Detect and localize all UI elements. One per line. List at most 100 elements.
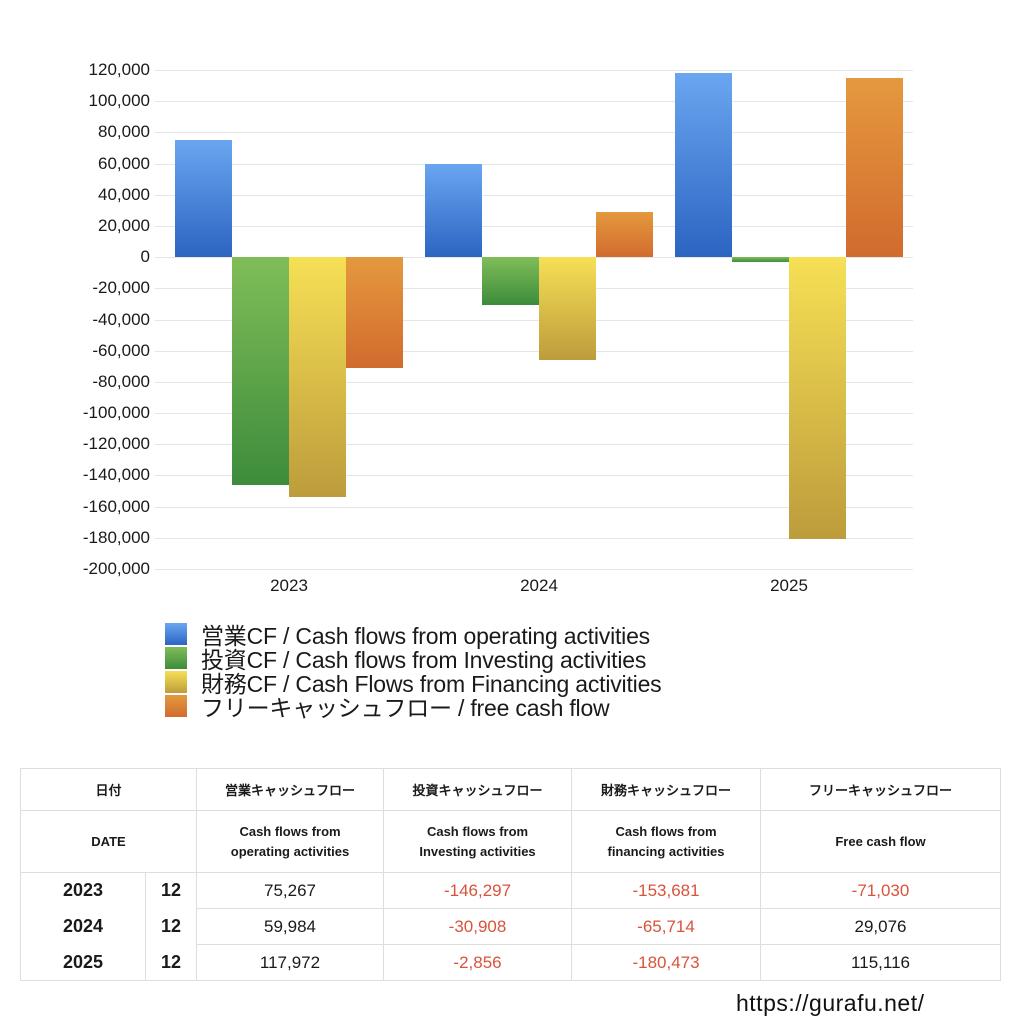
legend-item-operating: 営業CF / Cash flows from operating activit… [165, 622, 661, 649]
x-tick-label: 2024 [520, 576, 558, 595]
y-tick-label: -160,000 [82, 496, 150, 516]
y-tick-label: -200,000 [82, 559, 150, 578]
operating-cell: 59,984 [196, 908, 385, 945]
gridline [155, 132, 913, 133]
y-tick-label: -100,000 [82, 403, 150, 423]
header-financing-jp: 財務キャッシュフロー [571, 768, 762, 811]
gridline [155, 507, 913, 508]
gridline [155, 195, 913, 196]
header-operating-en: Cash flows from operating activities [196, 810, 385, 873]
gridline [155, 413, 913, 414]
bar-investing-2025 [732, 257, 789, 262]
legend-item-investing: 投資CF / Cash flows from Investing activit… [165, 646, 661, 673]
gridline [155, 101, 913, 102]
y-tick-label: 20,000 [98, 215, 150, 235]
y-tick-label: 0 [140, 247, 150, 267]
legend-label: 財務CF / Cash Flows from Financing activit… [201, 671, 662, 697]
operating-cell: 75,267 [196, 872, 385, 909]
legend-label: 投資CF / Cash flows from Investing activit… [201, 647, 647, 673]
free-cell: -71,030 [760, 872, 1002, 909]
table-row: 2025 12 117,972 -2,856 -180,473 115,116 [20, 944, 1002, 981]
legend-swatch-financing [165, 671, 187, 693]
y-tick-label: -60,000 [92, 340, 150, 360]
bar-investing-2024 [482, 257, 539, 306]
investing-cell: -30,908 [383, 908, 573, 945]
investing-cell: -2,856 [383, 944, 573, 981]
y-tick-label: -80,000 [92, 371, 150, 391]
header-free-en: Free cash flow [760, 810, 1002, 873]
header-line: Cash flows from [426, 823, 529, 839]
y-tick-label: -40,000 [92, 309, 150, 329]
legend-item-financing: 財務CF / Cash Flows from Financing activit… [165, 670, 662, 697]
y-tick-label: -140,000 [82, 465, 150, 485]
header-line: operating activities [230, 843, 350, 859]
y-tick-label: 100,000 [88, 91, 150, 111]
header-line: Investing activities [419, 843, 536, 859]
cash-flow-bar-chart: 120,000 100,000 80,000 60,000 40,000 20,000 0 -… [82, 60, 913, 595]
legend-swatch-investing [165, 647, 187, 669]
bar-operating-2025 [675, 73, 732, 258]
header-free-jp: フリーキャッシュフロー [760, 768, 1002, 811]
header-line: Cash flows from [239, 823, 341, 839]
gridline [155, 320, 913, 321]
month-cell: 12 [144, 908, 198, 945]
header-financing-en: Cash flows from financing activities [571, 810, 762, 873]
bar-investing-2023 [232, 257, 289, 486]
bar-operating-2024 [425, 163, 482, 258]
header-date-jp: 日付 [19, 768, 198, 811]
free-cell: 29,076 [760, 908, 1002, 945]
header-investing-jp: 投資キャッシュフロー [383, 768, 573, 811]
year-cell: 2025 [20, 944, 146, 981]
gridline [155, 351, 913, 352]
investing-cell: -146,297 [383, 872, 573, 909]
bar-free-cash-flow-2024 [596, 211, 653, 258]
y-tick-label: -120,000 [82, 434, 150, 454]
legend-item-free-cash-flow: フリーキャッシュフロー / free cash flow [165, 694, 661, 721]
financing-cell: -65,714 [571, 908, 762, 945]
gridline [155, 164, 913, 165]
gridline [155, 475, 913, 476]
site-link[interactable]: https://gurafu.net/ [736, 990, 925, 1016]
gridline [155, 444, 913, 445]
gridline [155, 538, 913, 539]
y-tick-label: 80,000 [98, 122, 150, 142]
y-tick-label: 40,000 [98, 184, 150, 204]
table-header-en: DATE Cash flows from operating activities… [19, 810, 1002, 873]
bar-free-cash-flow-2025 [846, 77, 903, 258]
financing-cell: -153,681 [571, 872, 762, 909]
legend-swatch-operating [165, 623, 187, 645]
financing-cell: -180,473 [571, 944, 762, 981]
y-tick-label: 60,000 [98, 153, 150, 173]
y-tick-label: -180,000 [82, 527, 150, 547]
bar-operating-2023 [175, 139, 232, 258]
legend-label: フリーキャッシュフロー / free cash flow [201, 695, 610, 721]
legend-label: 営業CF / Cash flows from operating activit… [201, 623, 650, 649]
y-tick-label: -20,000 [92, 278, 150, 298]
cash-flow-table: 日付 営業キャッシュフロー 投資キャッシュフロー 財務キャッシュフロー フリーキ… [19, 768, 1002, 981]
header-line: financing activities [607, 843, 725, 859]
gridline [155, 569, 913, 570]
bar-free-cash-flow-2023 [346, 257, 403, 368]
gridline [155, 226, 913, 227]
legend-swatch-free-cash-flow [165, 695, 187, 717]
header-investing-en: Cash flows from Investing activities [383, 810, 573, 873]
year-cell: 2024 [20, 908, 146, 945]
table-row: 2023 12 75,267 -146,297 -153,681 -71,030 [20, 872, 1002, 909]
bar-financing-2025 [789, 257, 846, 539]
header-date-en: DATE [19, 810, 198, 873]
month-cell: 12 [144, 872, 198, 909]
header-operating-jp: 営業キャッシュフロー [196, 768, 385, 811]
header-line: Cash flows from [615, 823, 717, 839]
y-tick-label: 120,000 [88, 60, 150, 79]
year-cell: 2023 [20, 872, 146, 909]
chart-legend: 営業CF / Cash flows from operating activit… [165, 622, 662, 721]
x-tick-label: 2025 [770, 576, 808, 595]
table-row: 2024 12 59,984 -30,908 -65,714 29,076 [20, 908, 1002, 945]
free-cell: 115,116 [760, 944, 1002, 981]
operating-cell: 117,972 [196, 944, 385, 981]
x-tick-label: 2023 [270, 576, 308, 595]
bar-financing-2023 [289, 257, 346, 497]
table-header-jp: 日付 営業キャッシュフロー 投資キャッシュフロー 財務キャッシュフロー フリーキ… [19, 768, 1002, 811]
gridline [155, 382, 913, 383]
month-cell: 12 [144, 944, 198, 981]
